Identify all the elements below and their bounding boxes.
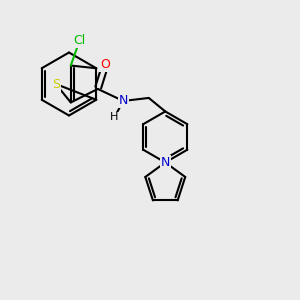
Text: H: H — [110, 112, 118, 122]
Text: N: N — [118, 94, 128, 107]
Text: S: S — [52, 77, 60, 91]
Text: N: N — [160, 156, 170, 169]
Text: Cl: Cl — [74, 34, 86, 46]
Text: O: O — [100, 58, 110, 71]
